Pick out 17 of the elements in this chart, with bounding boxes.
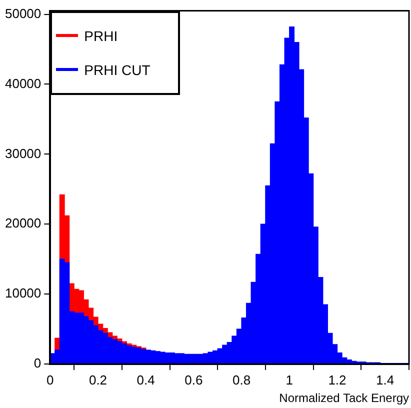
legend-label: PRHI CUT — [84, 62, 150, 78]
y-tick-label: 10000 — [4, 286, 42, 301]
x-tick-label: 0 — [46, 372, 54, 388]
x-tick-label: 0.6 — [184, 372, 203, 388]
x-tick-label: 0.4 — [136, 372, 155, 388]
y-tick-label: 20000 — [4, 216, 42, 231]
x-tick-label: 1.2 — [328, 372, 346, 388]
y-tick-label: 30000 — [4, 146, 42, 161]
legend-label: PRHI — [84, 28, 118, 44]
x-axis-title: Normalized Tack Energy — [279, 391, 409, 406]
x-tick-label: 0.2 — [88, 372, 108, 388]
x-tick-label: 1.4 — [376, 372, 394, 388]
x-tick-label: 1 — [286, 372, 293, 388]
y-tick-label: 40000 — [4, 76, 42, 91]
x-tick-label: 0.8 — [232, 372, 251, 388]
y-tick-label: 50000 — [4, 6, 42, 21]
y-tick-label: 0 — [34, 356, 42, 371]
